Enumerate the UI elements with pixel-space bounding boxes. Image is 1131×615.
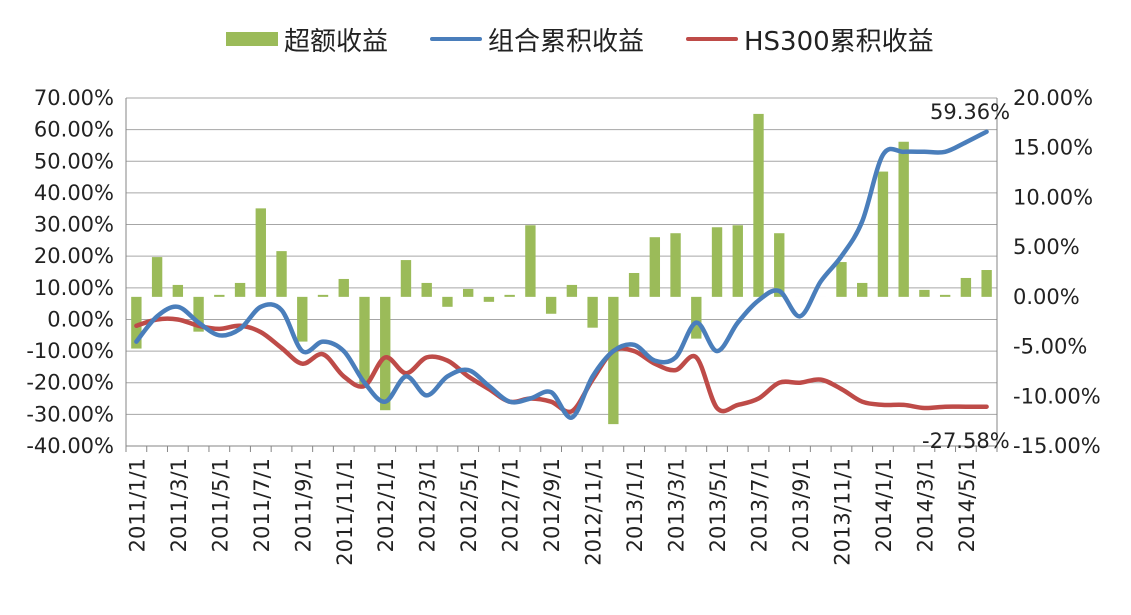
bar-excess-return [939,294,951,297]
right-tick-label: -15.00% [1013,434,1101,458]
right-tick-label: 5.00% [1013,235,1080,259]
left-tick-label: -20.00% [26,371,114,395]
x-tick-label: 2013/3/1 [665,458,689,552]
bar-excess-return [172,284,184,297]
bar-excess-return [919,289,930,297]
bar-excess-return [587,296,598,328]
bar-excess-return [981,270,992,297]
line-portfolio-cumulative [134,129,989,420]
bar-excess-return [566,284,578,297]
bar-excess-return [691,296,702,339]
bar-excess-return [462,288,474,297]
bar-excess-return [774,233,785,297]
bar-excess-return [649,237,661,297]
x-tick-label: 2014/3/1 [913,458,937,552]
bar-excess-return [670,233,681,297]
legend-swatch-bar [226,32,278,46]
x-tick-label: 2011/1/1 [125,458,149,552]
left-tick-label: 30.00% [34,213,114,237]
bar-excess-return [234,282,246,297]
annotation-hs300-final: -27.58% [922,429,1010,453]
x-tick-label: 2014/5/1 [955,458,979,552]
right-tick-label: -5.00% [1013,335,1087,359]
x-tick-label: 2012/5/1 [457,458,481,552]
bar-excess-return [400,260,412,297]
right-tick-label: -10.00% [1013,384,1101,408]
right-tick-label: 10.00% [1013,185,1093,209]
bar-excess-return [214,294,225,297]
legend-label-hs300: HS300累积收益 [744,26,934,57]
left-tick-label: 70.00% [34,86,114,110]
bar-excess-return [483,296,495,302]
x-tick-label: 2011/3/1 [167,458,191,552]
bar-excess-return [545,296,557,314]
right-tick-label: 0.00% [1013,285,1080,309]
bar-excess-return [276,251,287,297]
bar-excess-return [877,171,889,297]
legend-item-hs300: HS300累积收益 [686,22,934,57]
bar-excess-return [857,282,868,297]
right-tick-label: 15.00% [1013,136,1093,160]
bar-excess-return [421,282,432,297]
bar-excess-return [380,296,391,411]
x-tick-label: 2014/1/1 [872,458,896,552]
bar-excess-return [732,225,743,297]
left-tick-label: -40.00% [26,434,114,458]
bar-excess-return [193,296,204,332]
bar-excess-return [442,296,453,307]
x-tick-label: 2013/11/1 [830,458,854,566]
bar-excess-return [317,294,329,297]
bar-excess-return [628,272,640,297]
x-tick-label: 2011/7/1 [250,458,274,552]
x-tick-label: 2013/7/1 [748,458,772,552]
left-tick-label: -10.00% [26,339,114,363]
legend-item-portfolio: 组合累积收益 [430,22,645,57]
left-tick-label: 50.00% [34,149,114,173]
right-tick-label: 20.00% [1013,86,1093,110]
bar-excess-return [359,296,370,385]
bar-excess-return [297,296,308,342]
legend: 超额收益 组合累积收益 HS300累积收益 [0,22,1131,57]
bar-excess-return [960,277,972,297]
left-tick-label: -30.00% [26,402,114,426]
legend-label-excess: 超额收益 [284,26,389,57]
legend-item-excess: 超额收益 [226,22,389,57]
bar-excess-return [525,225,536,297]
bar-excess-return [504,294,515,297]
bar-excess-return [338,278,349,297]
left-tick-label: 10.00% [34,276,114,300]
x-tick-label: 2011/5/1 [208,458,232,552]
left-tick-label: 60.00% [34,118,114,142]
x-tick-label: 2012/9/1 [540,458,564,552]
line-hs300-cumulative [134,316,989,415]
x-tick-label: 2011/11/1 [333,458,357,566]
left-tick-label: 40.00% [34,181,114,205]
legend-swatch-line-red [686,37,738,41]
bar-excess-return [753,113,764,297]
legend-label-portfolio: 组合累积收益 [488,26,645,57]
legend-swatch-line-blue [430,37,482,41]
x-tick-label: 2013/1/1 [623,458,647,552]
bar-excess-return [131,296,142,349]
bar-excess-return [836,262,847,297]
bar-excess-return [711,227,723,297]
bar-excess-return [151,257,163,297]
annotation-portfolio-final: 59.36% [930,100,1010,124]
x-tick-label: 2013/5/1 [706,458,730,552]
left-tick-label: 20.00% [34,244,114,268]
x-tick-label: 2012/7/1 [499,458,523,552]
x-tick-label: 2013/9/1 [789,458,813,552]
bar-excess-return [608,296,619,425]
bar-excess-return [255,208,266,297]
x-tick-label: 2011/9/1 [291,458,315,552]
x-tick-label: 2012/1/1 [374,458,398,552]
x-tick-label: 2012/11/1 [582,458,606,566]
bar-excess-return [898,141,909,297]
x-tick-label: 2012/3/1 [416,458,440,552]
left-tick-label: 0.00% [47,307,114,331]
